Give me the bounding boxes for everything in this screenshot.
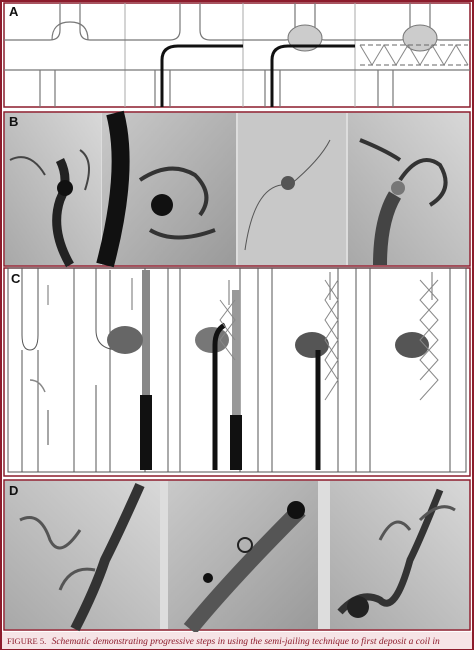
panel-label: A: [9, 4, 19, 19]
panel-label: C: [11, 271, 21, 286]
panel-b: B: [3, 110, 471, 268]
panel-c: C: [3, 267, 471, 477]
caption-label: FIGURE 5.: [7, 636, 46, 646]
panel-d: D: [3, 479, 471, 635]
caption-text: Schematic demonstrating progressive step…: [52, 636, 440, 647]
panel-a: A: [3, 2, 471, 108]
caption: FIGURE 5. Schematic demonstrating progre…: [7, 636, 440, 647]
caption-bg: [2, 632, 472, 649]
panel-label: B: [9, 114, 18, 129]
panel-label: D: [9, 483, 18, 498]
